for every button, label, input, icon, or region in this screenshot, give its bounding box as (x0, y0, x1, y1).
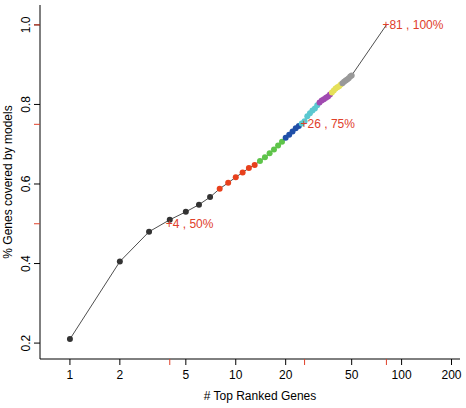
annotation-y-tick (34, 24, 40, 25)
point (252, 162, 258, 168)
point (257, 158, 263, 164)
y-tick (34, 263, 40, 264)
point (225, 180, 231, 186)
plot-area (67, 25, 386, 342)
point (262, 154, 268, 160)
annotation-x-tick (304, 359, 305, 365)
point (183, 209, 189, 215)
x-tick (119, 359, 120, 365)
point (67, 336, 73, 342)
x-tick-label: 2 (117, 368, 124, 382)
point (117, 259, 123, 265)
y-tick-label: 0.6 (19, 175, 33, 192)
y-tick (34, 24, 40, 25)
x-tick (235, 359, 236, 365)
annotation: +81 , 100% (382, 18, 443, 32)
x-tick (451, 359, 452, 365)
annotation: +26 , 75% (301, 117, 356, 131)
annotation: +4 , 50% (166, 217, 214, 231)
x-tick-label: 200 (442, 368, 462, 382)
y-tick-label: 1.0 (19, 16, 33, 33)
x-axis (40, 359, 460, 360)
point (217, 186, 223, 192)
point (240, 169, 246, 175)
y-axis (40, 5, 41, 359)
annotation-y-tick (34, 124, 40, 125)
x-tick-label: 5 (182, 368, 189, 382)
x-tick (69, 359, 70, 365)
y-tick-label: 0.4 (19, 255, 33, 272)
y-tick (34, 183, 40, 184)
x-tick-label: 20 (279, 368, 293, 382)
x-tick (351, 359, 352, 365)
y-tick-label: 0.8 (19, 96, 33, 113)
annotation-x-tick (386, 359, 387, 365)
x-tick-label: 100 (392, 368, 412, 382)
y-tick (34, 104, 40, 105)
point (246, 165, 252, 171)
annotation-y-tick (34, 223, 40, 224)
x-tick-label: 1 (67, 368, 74, 382)
annotation-x-tick (169, 359, 170, 365)
x-tick (285, 359, 286, 365)
x-tick (401, 359, 402, 365)
point (146, 229, 152, 235)
x-tick (185, 359, 186, 365)
point (349, 72, 355, 78)
x-tick-label: 10 (229, 368, 243, 382)
line (70, 25, 386, 339)
point (207, 194, 213, 200)
point (233, 174, 239, 180)
x-tick-label: 50 (345, 368, 359, 382)
x-axis-title: # Top Ranked Genes (204, 389, 317, 403)
chart: 1 2 5 10 20 50 100 200 0.2 0.4 0.6 0.8 1.0 # Top Rank… (0, 0, 466, 408)
y-tick-label: 0.2 (19, 334, 33, 351)
y-axis-title: % Genes covered by models (1, 105, 15, 258)
y-tick (34, 343, 40, 344)
point (196, 202, 202, 208)
